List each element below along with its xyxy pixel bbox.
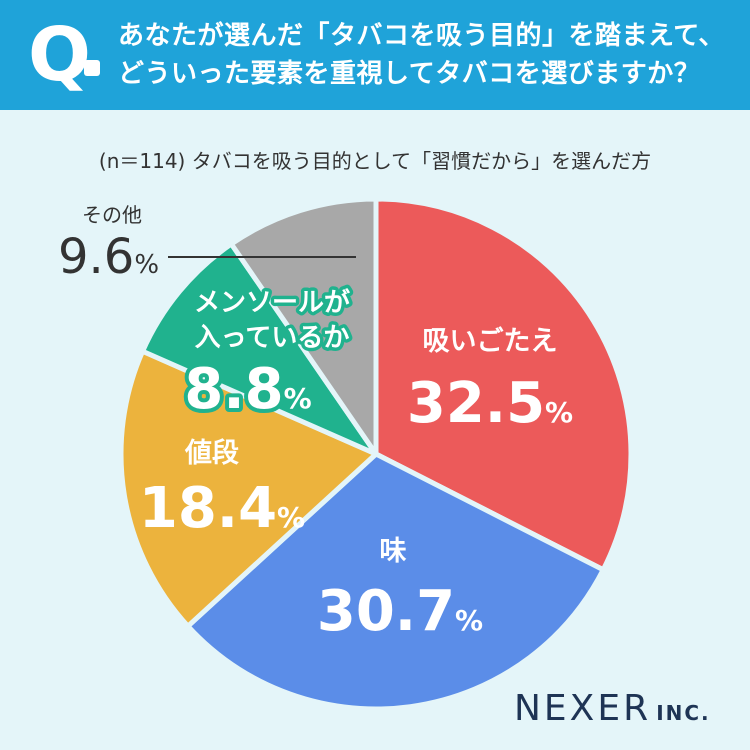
pie-slice-4 bbox=[228, 196, 379, 457]
logo-suffix: INC. bbox=[656, 701, 711, 725]
question-header: Q あなたが選んだ「タバコを吸う目的」を踏まえて、 どういった要素を重視してタバ… bbox=[0, 0, 750, 110]
pie-slice-3 bbox=[140, 241, 379, 457]
menthol-value: 8.8% bbox=[184, 357, 311, 422]
menthol-line-1: メンソールが bbox=[194, 287, 350, 318]
slice-value-unit: % bbox=[455, 604, 483, 637]
q-dot bbox=[84, 60, 100, 76]
slice-value-num: 9.6 bbox=[58, 229, 134, 285]
menthol-line-2: 入っているか bbox=[195, 323, 350, 353]
slice-label-suikotae: 吸いごたえ bbox=[423, 325, 558, 357]
slice-value-num: 32.5 bbox=[407, 371, 545, 436]
logo-main: NEXER bbox=[514, 688, 652, 729]
pie-slice-1 bbox=[185, 451, 606, 712]
slice-value-unit: % bbox=[277, 501, 305, 534]
slice-label-menthol: メンソールが メンソールが 入っているか 入っているか bbox=[190, 284, 353, 357]
menthol-line-2-outline: 入っているか bbox=[195, 323, 350, 353]
slice-value-unit: % bbox=[545, 396, 573, 429]
sample-note: (n＝114) タバコを吸う目的として「習慣だから」を選んだ方 bbox=[98, 149, 652, 173]
pie-slice-2 bbox=[118, 348, 379, 629]
slice-label-aji: 味 bbox=[380, 536, 407, 567]
menthol-line-1-outline: メンソールが bbox=[194, 287, 350, 318]
slice-value-other: 9.6% bbox=[58, 229, 159, 285]
slice-label-nedan: 値段 bbox=[184, 438, 239, 469]
slice-value-suikotae: 32.5% bbox=[407, 371, 573, 436]
question-line-2: どういった要素を重視してタバコを選びますか？ bbox=[118, 59, 701, 89]
slice-value-aji: 30.7% bbox=[317, 579, 483, 644]
slice-value-unit: % bbox=[134, 250, 159, 280]
question-text: あなたが選んだ「タバコを吸う目的」を踏まえて、 どういった要素を重視してタバコを… bbox=[118, 17, 733, 93]
question-line-1: あなたが選んだ「タバコを吸う目的」を踏まえて、 bbox=[118, 21, 725, 51]
slice-value-nedan: 18.4% bbox=[139, 476, 305, 541]
menthol-value-outline: 8.8% bbox=[184, 357, 311, 422]
slice-value-menthol: 8.8% 8.8% bbox=[180, 353, 315, 426]
nexer-logo: NEXER INC. bbox=[514, 688, 711, 729]
slice-value-num: 18.4 bbox=[139, 476, 277, 541]
pie-slice-0 bbox=[373, 196, 634, 573]
slice-label-other: その他 bbox=[82, 203, 142, 227]
slice-value-num: 30.7 bbox=[317, 579, 455, 644]
q-mark: Q bbox=[28, 12, 91, 98]
